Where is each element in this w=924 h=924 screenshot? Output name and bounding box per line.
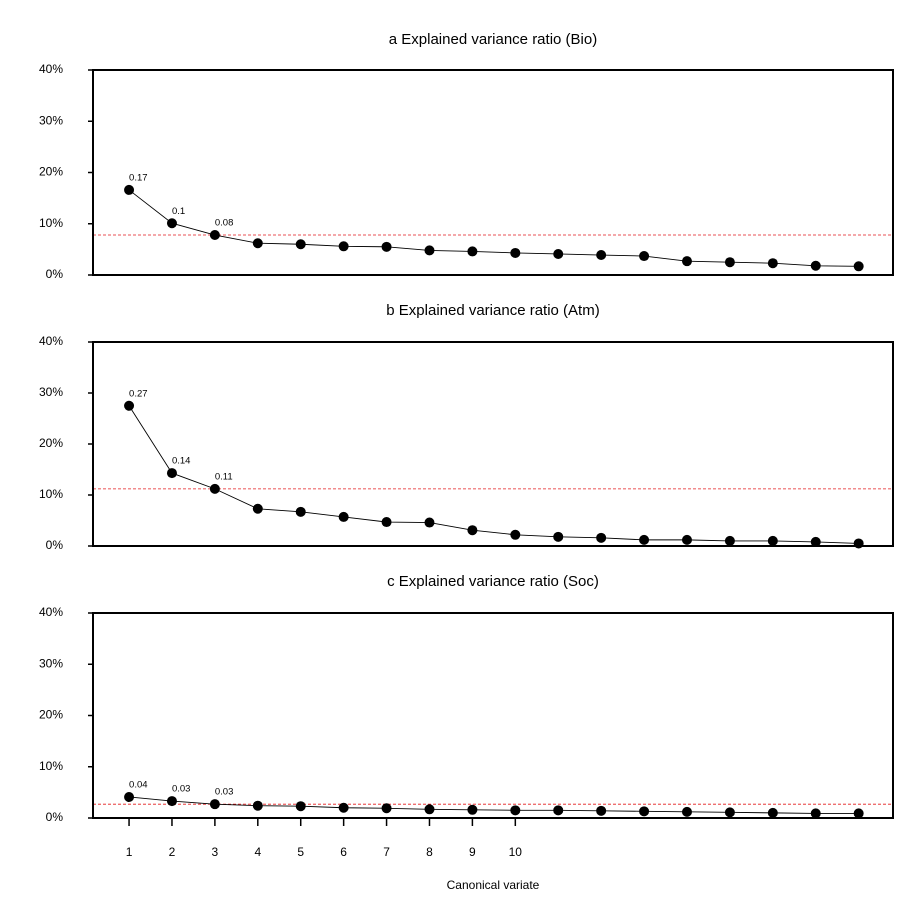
x-tick-label: 2 <box>169 845 176 859</box>
plot-frame <box>92 341 894 547</box>
data-point <box>424 804 435 815</box>
x-tick-label: 1 <box>126 845 133 859</box>
data-point <box>295 801 306 812</box>
data-point <box>553 805 564 816</box>
y-tick-label: 20% <box>39 708 63 722</box>
data-label: 0.04 <box>129 780 148 791</box>
chart-title: a Explained variance ratio (Bio) <box>389 31 597 48</box>
plot-frame <box>92 612 894 819</box>
data-point <box>124 184 135 195</box>
data-point <box>338 241 349 252</box>
data-point <box>681 806 692 817</box>
data-point <box>124 791 135 802</box>
data-point <box>596 805 607 816</box>
data-point <box>252 800 263 811</box>
data-point <box>810 536 821 547</box>
data-point <box>295 506 306 517</box>
data-point <box>424 245 435 256</box>
chart-title: b Explained variance ratio (Atm) <box>386 302 599 319</box>
data-label: 0.27 <box>129 388 148 399</box>
data-point <box>767 258 778 269</box>
x-tick-label: 8 <box>426 845 433 859</box>
x-tick-label: 3 <box>212 845 219 859</box>
data-point <box>810 260 821 271</box>
data-point <box>381 803 392 814</box>
data-label: 0.14 <box>172 456 191 467</box>
data-point <box>209 230 220 241</box>
y-tick-label: 20% <box>39 165 63 179</box>
data-point <box>209 799 220 810</box>
data-point <box>424 517 435 528</box>
data-point <box>724 807 735 818</box>
y-tick-label: 40% <box>39 62 63 76</box>
y-tick-label: 40% <box>39 334 63 348</box>
y-tick-label: 10% <box>39 487 63 501</box>
data-point <box>681 256 692 267</box>
data-point <box>467 804 478 815</box>
data-point <box>381 517 392 528</box>
data-point <box>724 257 735 268</box>
data-point <box>639 534 650 545</box>
data-point <box>596 250 607 261</box>
y-tick-label: 0% <box>46 538 64 552</box>
chart-title: c Explained variance ratio (Soc) <box>387 573 599 590</box>
x-tick-label: 5 <box>297 845 304 859</box>
data-point <box>639 806 650 817</box>
data-label: 0.08 <box>215 218 234 229</box>
y-tick-label: 30% <box>39 385 63 399</box>
series-line <box>129 796 859 814</box>
data-point <box>767 807 778 818</box>
x-tick-label: 6 <box>340 845 347 859</box>
data-label: 0.1 <box>172 206 185 217</box>
y-tick-label: 10% <box>39 216 63 230</box>
data-point <box>510 247 521 258</box>
x-tick-label: 10 <box>509 845 523 859</box>
data-point <box>252 238 263 249</box>
data-point <box>639 251 650 262</box>
y-tick-label: 20% <box>39 436 63 450</box>
x-tick-label: 4 <box>254 845 261 859</box>
data-point <box>681 534 692 545</box>
data-point <box>467 246 478 257</box>
series-line <box>128 405 859 544</box>
y-tick-label: 0% <box>46 267 64 281</box>
data-point <box>166 218 177 229</box>
y-tick-label: 0% <box>46 810 64 824</box>
data-point <box>553 248 564 259</box>
series-line <box>128 189 859 267</box>
data-point <box>338 802 349 813</box>
data-label: 0.03 <box>172 784 191 795</box>
x-axis-label: Canonical variate <box>447 878 540 892</box>
x-tick-label: 7 <box>383 845 390 859</box>
data-point <box>209 483 220 494</box>
data-point <box>510 529 521 540</box>
data-point <box>853 261 864 272</box>
data-point <box>467 525 478 536</box>
y-tick-label: 30% <box>39 656 63 670</box>
data-point <box>810 808 821 819</box>
data-point <box>510 805 521 816</box>
data-point <box>124 400 135 411</box>
data-label: 0.03 <box>215 787 234 798</box>
data-point <box>166 796 177 807</box>
data-point <box>853 808 864 819</box>
data-point <box>767 535 778 546</box>
y-tick-label: 30% <box>39 113 63 127</box>
x-tick-label: 9 <box>469 845 476 859</box>
data-point <box>596 532 607 543</box>
data-point <box>724 535 735 546</box>
y-tick-label: 40% <box>39 605 63 619</box>
y-tick-label: 10% <box>39 759 63 773</box>
plot-frame <box>92 69 894 276</box>
data-point <box>295 239 306 250</box>
data-point <box>381 241 392 252</box>
data-point <box>166 468 177 479</box>
data-point <box>338 511 349 522</box>
data-label: 0.17 <box>129 172 148 183</box>
data-label: 0.11 <box>215 471 233 482</box>
data-point <box>553 531 564 542</box>
data-point <box>252 503 263 514</box>
